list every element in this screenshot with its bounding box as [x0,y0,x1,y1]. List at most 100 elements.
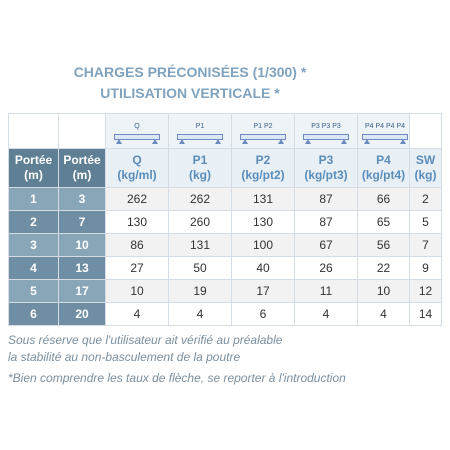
beam [362,133,408,140]
cell: 4 [357,302,410,326]
header-text: Q [132,153,142,167]
header-cell: P1 (kg) [168,148,232,188]
cell: 10 [105,279,169,303]
beam-icon: P1 P2 [236,122,290,146]
beam-icon: P3 P3 P3 [299,122,353,146]
cell: 66 [357,187,410,211]
support [242,138,248,144]
cell: 17 [58,279,106,303]
beam-icon: P4 P4 P4 P4 [358,122,412,146]
header-text: Portée [63,153,101,167]
cell: 262 [168,187,232,211]
icon-row: Q P1 P1 P2 P3 P3 P3 P4 P4 P4 P4 [8,113,442,149]
cell: 7 [409,233,442,257]
cell: 65 [357,210,410,234]
beam-icon: P1 [173,122,227,146]
icon-label: P3 P3 P3 [311,122,341,130]
cell: 26 [294,256,358,280]
cell: 131 [168,233,232,257]
data-row: 6 20 4 4 6 4 4 14 [8,302,442,326]
header-cell: SW (kg) [409,148,442,188]
cell [8,113,59,149]
cell: 2 [409,187,442,211]
support [305,138,311,144]
cell: 3 [8,233,59,257]
cell: 262 [105,187,169,211]
cell: 87 [294,210,358,234]
beam [114,133,160,140]
header-cell: P2 (kg/pt2) [231,148,295,188]
cell: 6 [8,302,59,326]
cell: 260 [168,210,232,234]
beam-icon: Q [110,122,164,146]
cell: 4 [105,302,169,326]
header-text: P4 [376,153,391,167]
cell: 10 [357,279,410,303]
cell: 20 [58,302,106,326]
cell: 6 [231,302,295,326]
icon-cell: P1 P2 [231,113,295,149]
support [400,138,406,144]
beam [177,133,223,140]
header-text: (m) [72,168,92,182]
note: *Bien comprendre les taux de flèche, se … [8,371,346,385]
data-row: 5 17 10 19 17 11 10 12 [8,279,442,303]
cell: 87 [294,187,358,211]
header-text: (kg/pt2) [241,168,285,182]
cell: 5 [8,279,59,303]
icon-cell: P3 P3 P3 [294,113,358,149]
cell: 11 [294,279,358,303]
cell: 17 [231,279,295,303]
icon-label: P1 P2 [253,122,273,130]
cell: 4 [168,302,232,326]
header-text: P1 [192,153,208,167]
header-text: (kg/ml) [117,168,157,182]
beam [240,133,286,140]
cell [409,113,442,149]
header-cell: P4 (kg/pt4) [357,148,410,188]
cell: 27 [105,256,169,280]
cell: 12 [409,279,442,303]
cell: 130 [231,210,295,234]
cell: 3 [58,187,106,211]
header-text: (kg/pt3) [304,168,348,182]
cell: 22 [357,256,410,280]
cell: 4 [8,256,59,280]
header-text: (kg) [189,168,211,182]
header-text: Portée [14,153,53,167]
icon-label: P1 [195,122,205,130]
cell: 2 [8,210,59,234]
data-row: 3 10 86 131 100 67 56 7 [8,233,442,257]
data-row: 2 7 130 260 130 87 65 5 [8,210,442,234]
header-text: (kg/pt4) [361,168,406,182]
cell: 5 [409,210,442,234]
header-row: Portée (m) Portée (m) Q (kg/ml) P1 (kg) P2 (kg/pt… [8,148,442,188]
data-row: 4 13 27 50 40 26 22 9 [8,256,442,280]
support [341,138,347,144]
title: UTILISATION VERTICALE * [100,85,280,101]
cell: 130 [105,210,169,234]
header-text: P2 [255,153,271,167]
support [278,138,284,144]
support [179,138,185,144]
header-cell: Portée (m) [58,148,106,188]
icon-label: Q [134,122,140,130]
cell: 10 [58,233,106,257]
note: Sous réserve que l'utilisateur ait vérif… [8,333,283,347]
support [215,138,221,144]
beam [303,133,349,140]
cell: 7 [58,210,106,234]
data-row: 1 3 262 262 131 87 66 2 [8,187,442,211]
icon-cell: Q [105,113,169,149]
header-cell: P3 (kg/pt3) [294,148,358,188]
support [152,138,158,144]
cell: 100 [231,233,295,257]
header-text: (m) [24,168,43,182]
header-text: (kg) [414,168,437,182]
note: la stabilité au non-basculement de la po… [8,350,241,364]
icon-cell: P1 [168,113,232,149]
cell: 67 [294,233,358,257]
cell [58,113,106,149]
icon-label: P4 P4 P4 P4 [364,122,406,130]
header-cell: Portée (m) [8,148,59,188]
